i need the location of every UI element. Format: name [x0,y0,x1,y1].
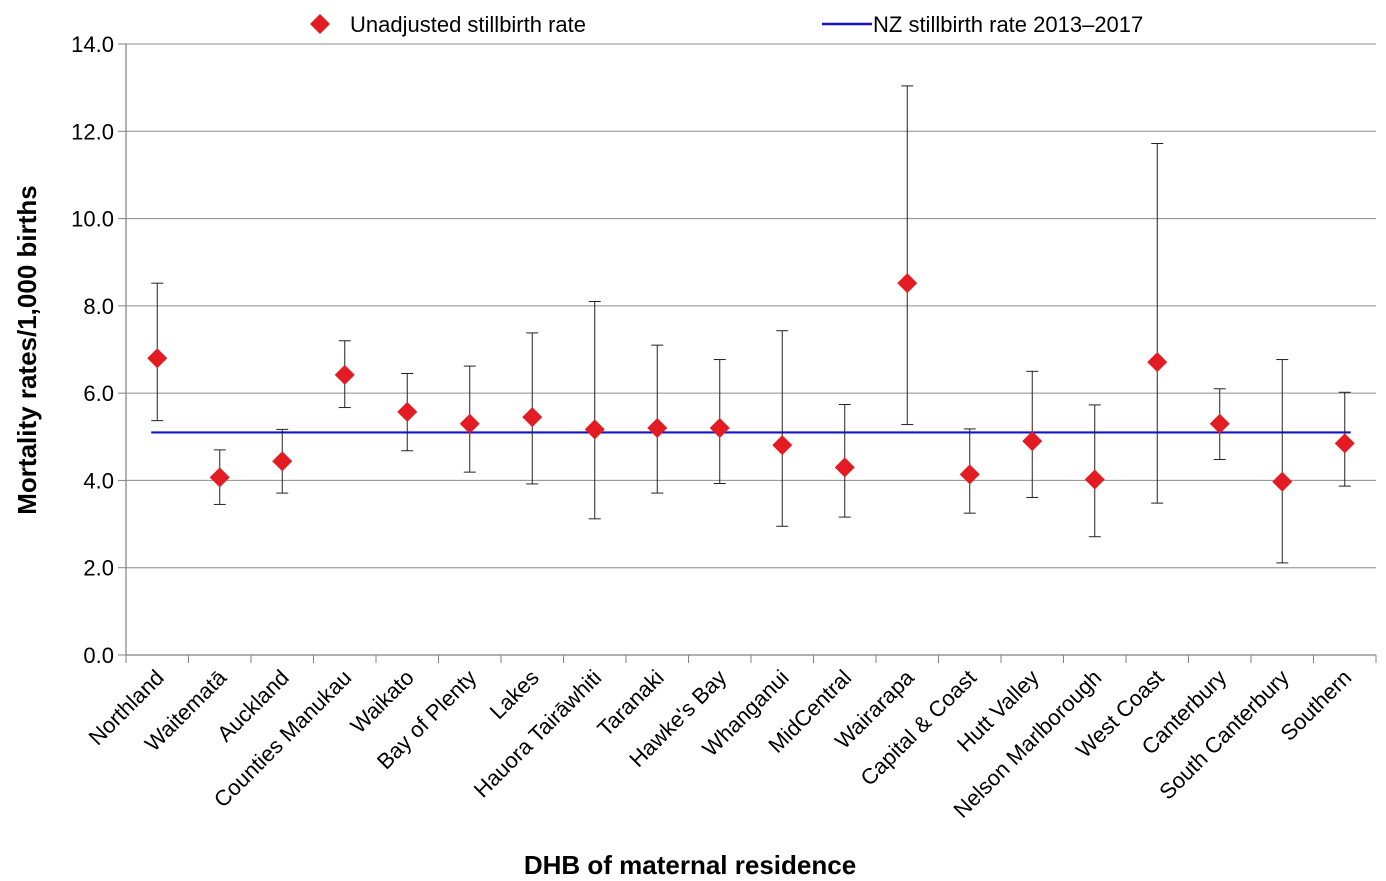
data-points [147,273,1355,492]
data-point-diamond [209,467,230,488]
data-point-diamond [647,418,668,439]
data-point-diamond [522,407,543,428]
legend-label-stillbirth-rate: Unadjusted stillbirth rate [350,12,586,37]
data-point-diamond [1334,433,1355,454]
y-tick-label: 2.0 [83,556,114,581]
data-point-diamond [334,364,355,385]
data-point-diamond [1147,352,1168,373]
data-point-diamond [834,457,855,478]
data-point-diamond [897,273,918,294]
data-point-diamond [147,348,168,369]
y-tick-label: 0.0 [83,643,114,668]
axes [118,43,1377,663]
y-tick-label: 12.0 [71,119,114,144]
legend-label-nz-rate: NZ stillbirth rate 2013–2017 [873,12,1143,37]
data-point-diamond [272,451,293,472]
legend-diamond-marker [310,14,330,34]
y-axis-title: Mortality rates/1,000 births [12,185,42,514]
data-point-diamond [459,413,480,434]
data-point-diamond [397,401,418,422]
x-axis-title: DHB of maternal residence [524,850,856,880]
data-point-diamond [1272,471,1293,492]
data-point-diamond [1209,413,1230,434]
y-tick-label: 8.0 [83,294,114,319]
data-point-diamond [959,464,980,485]
y-tick-label: 4.0 [83,468,114,493]
data-point-diamond [584,419,605,440]
data-point-diamond [1084,469,1105,490]
error-bars [151,85,1351,564]
y-tick-label: 6.0 [83,381,114,406]
gridlines [126,43,1376,569]
y-tick-label: 14.0 [71,32,114,57]
x-category-label: Lakes [485,665,544,724]
data-point-diamond [1022,431,1043,452]
y-tick-label: 10.0 [71,207,114,232]
legend: Unadjusted stillbirth rate NZ stillbirth… [310,12,1143,37]
data-point-diamond [709,418,730,439]
data-point-diamond [772,435,793,456]
